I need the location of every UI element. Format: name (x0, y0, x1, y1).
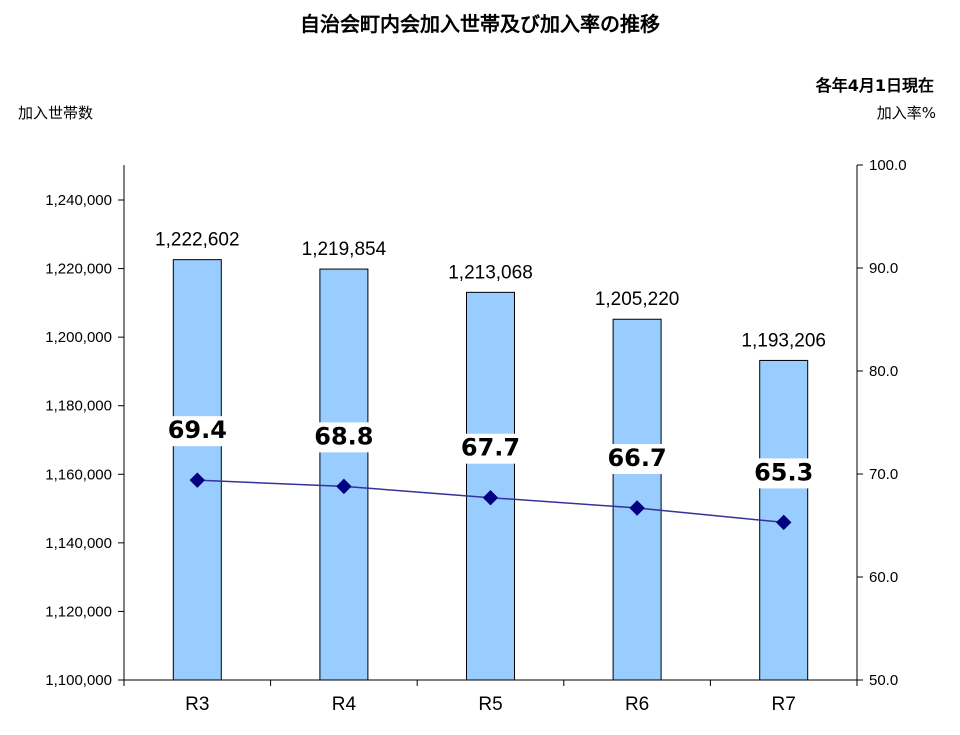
rate-point (775, 514, 792, 531)
y-left-tick-label: 1,200,000 (45, 329, 112, 346)
rate-value-label: 65.3 (754, 458, 813, 486)
rate-point (336, 478, 352, 495)
y-right-tick-label: 90.0 (869, 260, 898, 277)
date-note: 各年4月1日現在 (815, 76, 934, 95)
x-category-label: R3 (185, 694, 209, 715)
bar-value-label: 1,222,602 (155, 230, 240, 251)
rate-point (629, 500, 645, 516)
rate-label-bg (313, 422, 374, 453)
x-category-label: R5 (478, 694, 502, 715)
y-left-tick-label: 1,160,000 (45, 466, 112, 483)
y-axis-left-label: 加入世帯数 (18, 104, 94, 122)
rate-value-label: 68.8 (314, 422, 373, 450)
x-category-label: R6 (625, 694, 649, 715)
y-left-tick-label: 1,140,000 (45, 535, 112, 552)
y-right-tick-label: 80.0 (869, 363, 898, 380)
y-axis-right-label: 加入率% (876, 104, 936, 122)
x-category-label: R7 (772, 694, 796, 715)
y-left-tick-label: 1,120,000 (45, 603, 112, 620)
y-left-tick-label: 1,240,000 (45, 192, 112, 209)
bar-value-label: 1,193,206 (741, 330, 826, 351)
rate-value-label: 67.7 (461, 434, 520, 462)
bar (319, 268, 369, 681)
rate-label-bg (460, 433, 521, 464)
y-left-tick-label: 1,220,000 (45, 261, 112, 278)
y-right-tick-label: 100.0 (869, 157, 907, 174)
rate-point (482, 489, 499, 506)
bar-value-label: 1,205,220 (595, 289, 680, 310)
rate-point (189, 472, 206, 488)
rate-label-bg (753, 458, 814, 489)
bar-value-label: 1,213,068 (448, 262, 533, 283)
y-right-tick-label: 50.0 (869, 672, 898, 689)
bar (172, 259, 222, 681)
y-left-tick-label: 1,100,000 (45, 672, 112, 689)
y-right-tick-label: 60.0 (869, 569, 898, 586)
chart-title: 自治会町内会加入世帯及び加入率の推移 (300, 12, 660, 36)
bar (612, 318, 662, 681)
rate-label-bg (167, 416, 228, 447)
y-right-tick-label: 70.0 (869, 466, 898, 483)
rate-value-label: 69.4 (168, 416, 227, 444)
bar (466, 291, 515, 681)
bar-value-label: 1,219,854 (302, 239, 387, 260)
y-left-tick-label: 1,180,000 (45, 398, 112, 415)
x-category-label: R4 (332, 694, 357, 715)
rate-label-bg (607, 443, 668, 474)
rate-value-label: 66.7 (607, 444, 666, 472)
